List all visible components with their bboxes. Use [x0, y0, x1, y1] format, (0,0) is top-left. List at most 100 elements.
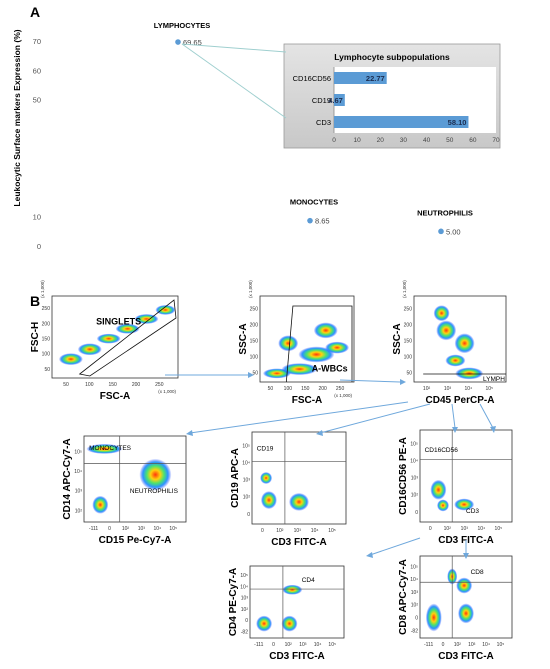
event-density-cluster: [77, 343, 102, 356]
gate-label: CD19: [257, 445, 274, 452]
event-density-cluster: [281, 615, 298, 632]
y-axis-label: Leukocytic Surface markers Expression (%…: [12, 29, 22, 206]
x-tick-label: -111: [254, 642, 263, 648]
event-density-cluster: [430, 479, 447, 500]
x-axis-label: CD3 FITC-A: [271, 537, 327, 548]
flow-plot-lymph: LYMPH CD45 PerCP-A SSC-A 10² 10³ 10⁴ 10⁵ 50 100 1…: [392, 280, 507, 406]
data-label: 58.10: [448, 118, 467, 127]
x-tick-label: 200: [132, 382, 141, 388]
y-tick-label: 250: [404, 307, 413, 313]
x-tick-label: 50: [63, 382, 69, 388]
x-axis-label: FSC-A: [100, 391, 131, 402]
event-density-cluster: [313, 322, 338, 339]
bar-cd16cd56: [334, 72, 387, 84]
arrow-lymph-to-mono: [189, 401, 409, 434]
flow-plot-mono: MONOCYTES NEUTROPHILIS CD15 Pe-Cy7-A CD14 A…: [62, 435, 187, 546]
gate-label: CD8: [471, 569, 484, 576]
x-tick-label: 20: [377, 137, 385, 144]
y-tick-label: 100: [250, 355, 259, 361]
y-tick-label: -82: [241, 629, 248, 635]
x-tick-label: 10⁵: [495, 526, 503, 532]
y-tick-label: 10⁵: [410, 564, 418, 570]
gate-singlets: [78, 299, 177, 377]
y-tick-label: 100: [404, 355, 413, 361]
y-axis-label: CD8 APC-Cy7-A: [398, 559, 409, 635]
x-tick-label: 0: [429, 526, 432, 532]
y-tick-label: 200: [42, 321, 51, 327]
y-tick-label: 250: [250, 307, 259, 313]
y-tick-label: 10: [33, 213, 41, 222]
event-density-cluster: [256, 615, 273, 632]
arrow-lymph-to-cd16: [451, 403, 456, 429]
panel-label-a: A: [30, 4, 40, 20]
x-tick-label: 50: [446, 137, 454, 144]
gate-label: CD4: [302, 577, 315, 584]
x-tick-label: 10²: [285, 642, 293, 648]
data-label: 69.65: [183, 38, 202, 47]
y-tick-label: 10³: [411, 476, 419, 482]
connector-line-top: [181, 43, 287, 53]
event-density-cluster: [289, 492, 309, 511]
y-axis-label: SSC-A: [238, 323, 249, 354]
x-tick-label: 10³: [468, 642, 476, 648]
lineage-scatter-chart: Leukocytic Surface markers Expression (%…: [12, 21, 473, 251]
flow-plot-cd19: CD19 CD3 FITC-A CD19 APC-A 0 10² 10³ 10⁴ 10⁵ 0 10…: [230, 431, 347, 548]
x-tick-label: 0: [108, 526, 111, 532]
y-tick-label: 10⁵: [410, 442, 418, 448]
x-axis-label: CD15 Pe-Cy7-A: [99, 535, 172, 546]
x-tick-label: 40: [423, 137, 431, 144]
data-label: 8.65: [315, 217, 330, 226]
category-label: MONOCYTES: [290, 198, 338, 207]
y-tick-label: 10³: [243, 478, 251, 484]
category-label: CD3: [316, 118, 331, 127]
category-label: LYMPHOCYTES: [154, 21, 210, 30]
data-point-monocytes: [307, 217, 313, 224]
event-density-cluster: [436, 320, 457, 341]
y-tick-label: 10²: [411, 603, 419, 609]
y-axis-label: FSC-H: [30, 322, 41, 353]
y-tick-label: 70: [33, 37, 41, 46]
lymphocyte-subpopulation-bar-chart: Lymphocyte subpopulations 0 10 20 30 40 50 60 7…: [283, 43, 501, 149]
arrowhead: [366, 552, 373, 558]
x-tick-label: 150: [108, 382, 117, 388]
x-tick-label: 10²: [122, 526, 130, 532]
x-tick-label: 70: [492, 137, 500, 144]
event-density-cluster: [58, 353, 83, 366]
y-axis-label: CD16CD56 PE-A: [398, 437, 409, 515]
arrowhead: [186, 430, 193, 436]
y-tick-label: 10⁵: [240, 573, 248, 579]
y-tick-label: 100: [42, 352, 51, 358]
gate-label: NEUTROPHILIS: [130, 488, 179, 495]
y-axis-label: CD4 PE-Cy7-A: [228, 568, 239, 636]
event-density-cluster: [281, 363, 318, 376]
x-tick-label: 30: [400, 137, 408, 144]
flow-plot-cd4: CD4 CD3 FITC-A CD4 PE-Cy7-A -111 0 10² 10³ 10⁴ 1…: [228, 565, 345, 662]
event-density-cluster: [278, 335, 299, 352]
x-tick-label: 10³: [461, 526, 469, 532]
y-tick-label: 10²: [411, 493, 419, 499]
x-tick-label: 10⁴: [477, 526, 485, 532]
x-tick-label: 10⁵: [497, 642, 505, 648]
data-label: 4.67: [328, 96, 343, 105]
arrowhead: [316, 430, 323, 436]
event-density-cluster: [445, 354, 466, 367]
y-tick-label: 10⁵: [74, 450, 82, 456]
gate-label: SINGLETS: [96, 317, 141, 327]
y-tick-label: 0: [245, 618, 248, 624]
x-tick-label: 10²: [454, 642, 462, 648]
y-tick-label: 10²: [243, 495, 251, 501]
x-scale-note: (x 1,000): [158, 389, 176, 394]
x-tick-label: 0: [442, 642, 445, 648]
event-density-cluster: [298, 346, 335, 363]
event-density-cluster: [433, 305, 450, 322]
event-density-cluster: [260, 491, 277, 510]
x-tick-label: -111: [89, 526, 98, 532]
gate-wbcs: [285, 305, 353, 383]
y-tick-label: 0: [415, 616, 418, 622]
x-tick-label: 250: [155, 382, 164, 388]
y-tick-label: 0: [37, 242, 41, 251]
category-label: CD16CD56: [293, 74, 331, 83]
gate-label: A-WBCs: [312, 364, 348, 374]
y-tick-label: 10³: [75, 489, 83, 495]
y-tick-label: 150: [42, 337, 51, 343]
